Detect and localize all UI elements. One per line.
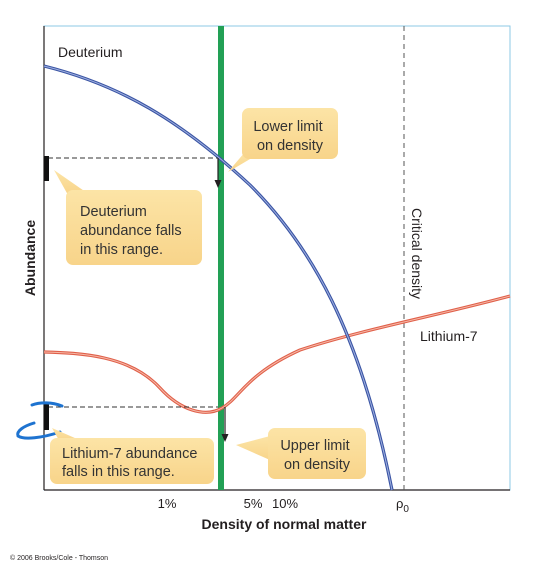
lithium-range-callout: Lithium-7 abundance falls in this range. (50, 428, 214, 484)
svg-text:Upper limit on density: Upper limit on density (280, 438, 353, 473)
lithium-7-label: Lithium-7 (420, 328, 478, 344)
lithium-7-curve-highlight (43, 295, 511, 413)
handwritten-bracket-mark (16, 401, 64, 440)
deuterium-range-line-1: Deuterium (80, 204, 147, 220)
svg-text:Lower limit on density: Lower limit on density (253, 119, 326, 154)
lithium-range-line-2: falls in this range. (62, 464, 175, 480)
deuterium-label: Deuterium (58, 44, 123, 60)
critical-density-label: Critical density (409, 208, 425, 299)
deuterium-range-callout: Deuterium abundance falls in this range. (54, 170, 202, 265)
lithium-range-line-1: Lithium-7 abundance (62, 446, 197, 462)
x-tick-1-percent: 1% (158, 496, 177, 511)
x-tick-rho-0: ρ0 (396, 496, 409, 515)
x-tick-5-percent: 5% (244, 496, 263, 511)
x-tick-10-percent: 10% (272, 496, 298, 511)
lower-limit-line-2: on density (257, 138, 324, 154)
upper-limit-callout: Upper limit on density (236, 428, 366, 479)
deuterium-curve-highlight (43, 65, 393, 491)
deuterium-range-line-3: in this range. (80, 242, 163, 258)
lithium-range-marker (44, 404, 49, 430)
x-axis-title: Density of normal matter (202, 516, 367, 532)
lower-limit-arrow (214, 158, 222, 188)
svg-text:Lithium-7 abundance fall: Lithium-7 abundance falls in this range. (62, 446, 201, 480)
lower-limit-callout: Lower limit on density (228, 108, 338, 172)
upper-limit-line-2: on density (284, 457, 351, 473)
lower-limit-line-1: Lower limit (253, 119, 322, 135)
y-axis-title: Abundance (22, 220, 38, 296)
upper-limit-line-1: Upper limit (280, 438, 349, 454)
svg-text:Deuterium abundance fall: Deuterium abundance falls in this range. (80, 204, 186, 258)
copyright-notice: © 2006 Brooks/Cole - Thomson (10, 554, 108, 562)
upper-limit-arrow (221, 407, 229, 442)
deuterium-range-line-2: abundance falls (80, 223, 182, 239)
density-range-band (218, 26, 224, 490)
deuterium-range-marker (44, 156, 49, 181)
